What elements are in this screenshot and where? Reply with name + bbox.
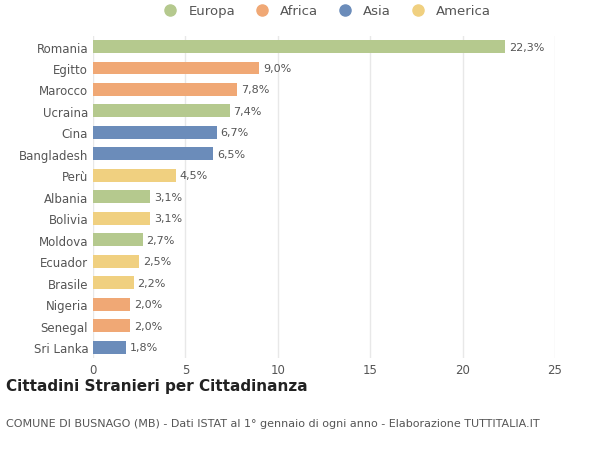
Text: 2,0%: 2,0%	[134, 321, 162, 331]
Text: 1,8%: 1,8%	[130, 342, 158, 353]
Bar	[93, 127, 217, 140]
Text: 22,3%: 22,3%	[509, 42, 544, 52]
Text: Cittadini Stranieri per Cittadinanza: Cittadini Stranieri per Cittadinanza	[6, 379, 308, 394]
Bar	[93, 105, 230, 118]
Text: 7,4%: 7,4%	[233, 106, 262, 117]
Bar	[93, 213, 150, 225]
Text: 7,8%: 7,8%	[241, 85, 269, 95]
Bar	[93, 169, 176, 182]
Text: 2,5%: 2,5%	[143, 257, 171, 267]
Bar	[93, 298, 130, 311]
Text: 6,5%: 6,5%	[217, 150, 245, 160]
Text: 2,2%: 2,2%	[137, 278, 166, 288]
Bar	[93, 319, 130, 332]
Bar	[93, 341, 126, 354]
Text: 3,1%: 3,1%	[154, 192, 182, 202]
Text: 4,5%: 4,5%	[180, 171, 208, 181]
Bar	[93, 234, 143, 246]
Text: 2,7%: 2,7%	[146, 235, 175, 245]
Bar	[93, 84, 237, 97]
Text: 9,0%: 9,0%	[263, 64, 291, 74]
Bar	[93, 148, 213, 161]
Legend: Europa, Africa, Asia, America: Europa, Africa, Asia, America	[153, 1, 495, 22]
Bar	[93, 255, 139, 268]
Text: 2,0%: 2,0%	[134, 299, 162, 309]
Bar	[93, 62, 259, 75]
Bar	[93, 277, 134, 290]
Text: 6,7%: 6,7%	[221, 128, 249, 138]
Bar	[93, 41, 505, 54]
Bar	[93, 191, 150, 204]
Text: COMUNE DI BUSNAGO (MB) - Dati ISTAT al 1° gennaio di ogni anno - Elaborazione TU: COMUNE DI BUSNAGO (MB) - Dati ISTAT al 1…	[6, 418, 539, 428]
Text: 3,1%: 3,1%	[154, 214, 182, 224]
